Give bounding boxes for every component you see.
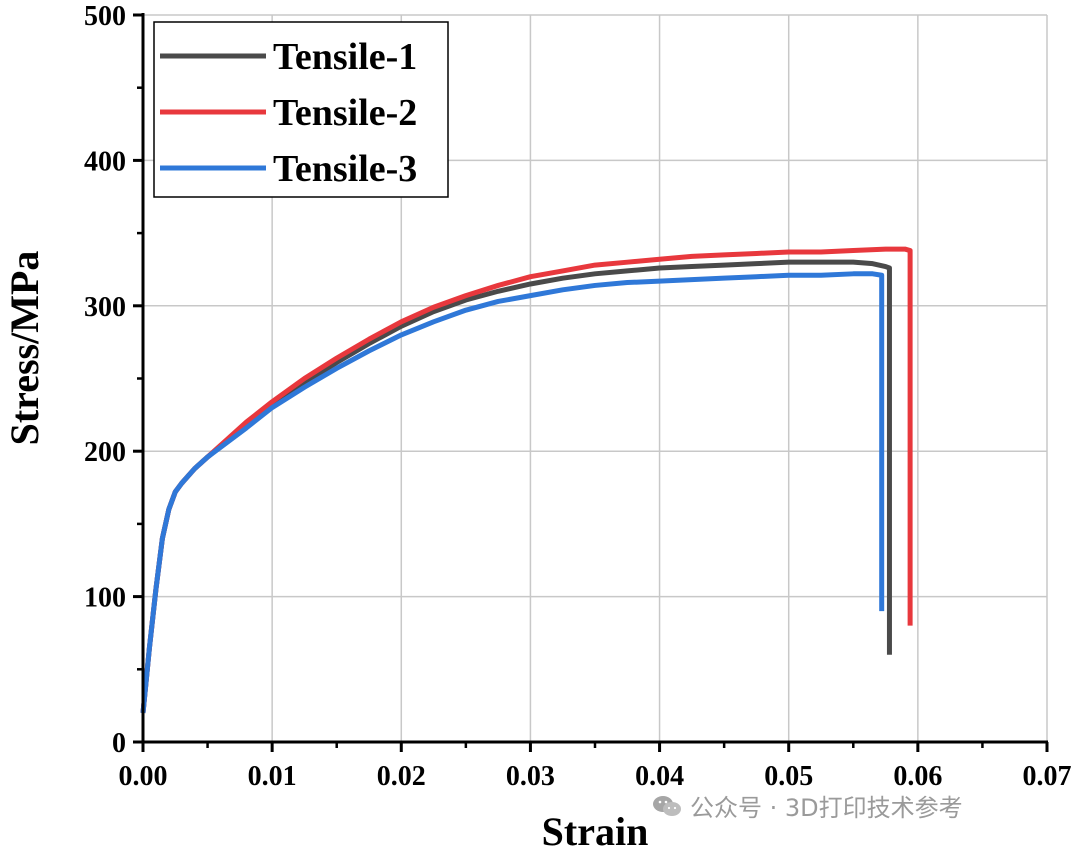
x-tick-label: 0.00 [119, 761, 168, 792]
legend-label: Tensile-1 [273, 36, 417, 78]
x-tick-label: 0.04 [635, 761, 684, 792]
y-tick-label: 500 [84, 1, 126, 32]
y-axis-title: Stress/MPa [2, 251, 47, 446]
y-tick-label: 300 [84, 292, 126, 323]
legend-label: Tensile-2 [273, 92, 417, 134]
watermark-text: 公众号 · 3D打印技术参考 [690, 794, 963, 822]
y-tick-label: 100 [84, 583, 126, 614]
x-tick-label: 0.06 [893, 761, 942, 792]
legend-label: Tensile-3 [273, 148, 417, 190]
x-tick-label: 0.05 [764, 761, 813, 792]
ticks: 0.00 0.01 0.02 0.03 0.04 0.05 0.06 0.07 0 100 200 3… [84, 1, 1072, 792]
series-line-tensile-2 [140, 246, 913, 714]
x-tick-label: 0.02 [377, 761, 426, 792]
y-tick-label: 0 [112, 728, 126, 759]
wechat-icon [653, 795, 681, 816]
x-tick-label: 0.07 [1023, 761, 1072, 792]
series-line-tensile-1 [140, 259, 892, 714]
x-tick-label: 0.01 [248, 761, 297, 792]
series-line-tensile-3 [140, 271, 885, 714]
x-tick-label: 0.03 [506, 761, 555, 792]
watermark: 公众号 · 3D打印技术参考 [652, 788, 963, 823]
y-tick-label: 400 [84, 146, 126, 177]
x-axis-title: Strain [542, 809, 649, 850]
legend: Tensile-1 Tensile-2 Tensile-3 [153, 21, 449, 198]
series-lines [140, 246, 913, 714]
y-tick-label: 200 [84, 437, 126, 468]
